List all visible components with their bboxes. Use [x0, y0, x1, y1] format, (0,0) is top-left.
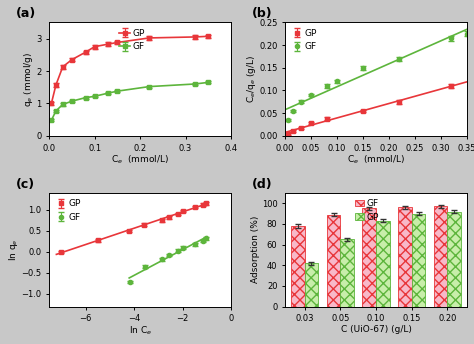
Bar — [305, 263, 318, 307]
Bar — [363, 208, 376, 307]
Bar — [398, 207, 412, 307]
Legend: GP, GF: GP, GF — [118, 27, 147, 53]
Bar — [327, 215, 340, 307]
X-axis label: ln C$_e$: ln C$_e$ — [128, 324, 152, 337]
Bar — [340, 239, 354, 307]
Y-axis label: ln q$_e$: ln q$_e$ — [7, 238, 20, 261]
Bar — [412, 214, 425, 307]
Bar — [434, 206, 447, 307]
Text: (a): (a) — [16, 7, 36, 20]
Y-axis label: Adsorption (%): Adsorption (%) — [251, 216, 260, 283]
Bar — [447, 212, 461, 307]
Legend: GP, GF: GP, GF — [54, 197, 83, 224]
Text: (b): (b) — [252, 7, 273, 20]
Y-axis label: q$_e$ (mmol/g): q$_e$ (mmol/g) — [22, 52, 35, 107]
Bar — [376, 221, 390, 307]
Legend: GF, GP: GF, GP — [353, 197, 381, 224]
X-axis label: C$_e$  (mmol/L): C$_e$ (mmol/L) — [111, 154, 169, 166]
Bar — [291, 226, 305, 307]
Text: (c): (c) — [16, 178, 36, 191]
Y-axis label: C$_e$/q$_e$ (g/L): C$_e$/q$_e$ (g/L) — [245, 55, 258, 103]
Legend: GP, GF: GP, GF — [290, 27, 319, 53]
X-axis label: C$_e$  (mmol/L): C$_e$ (mmol/L) — [347, 154, 405, 166]
X-axis label: C (UiO-67) (g/L): C (UiO-67) (g/L) — [341, 324, 411, 334]
Text: (d): (d) — [252, 178, 273, 191]
